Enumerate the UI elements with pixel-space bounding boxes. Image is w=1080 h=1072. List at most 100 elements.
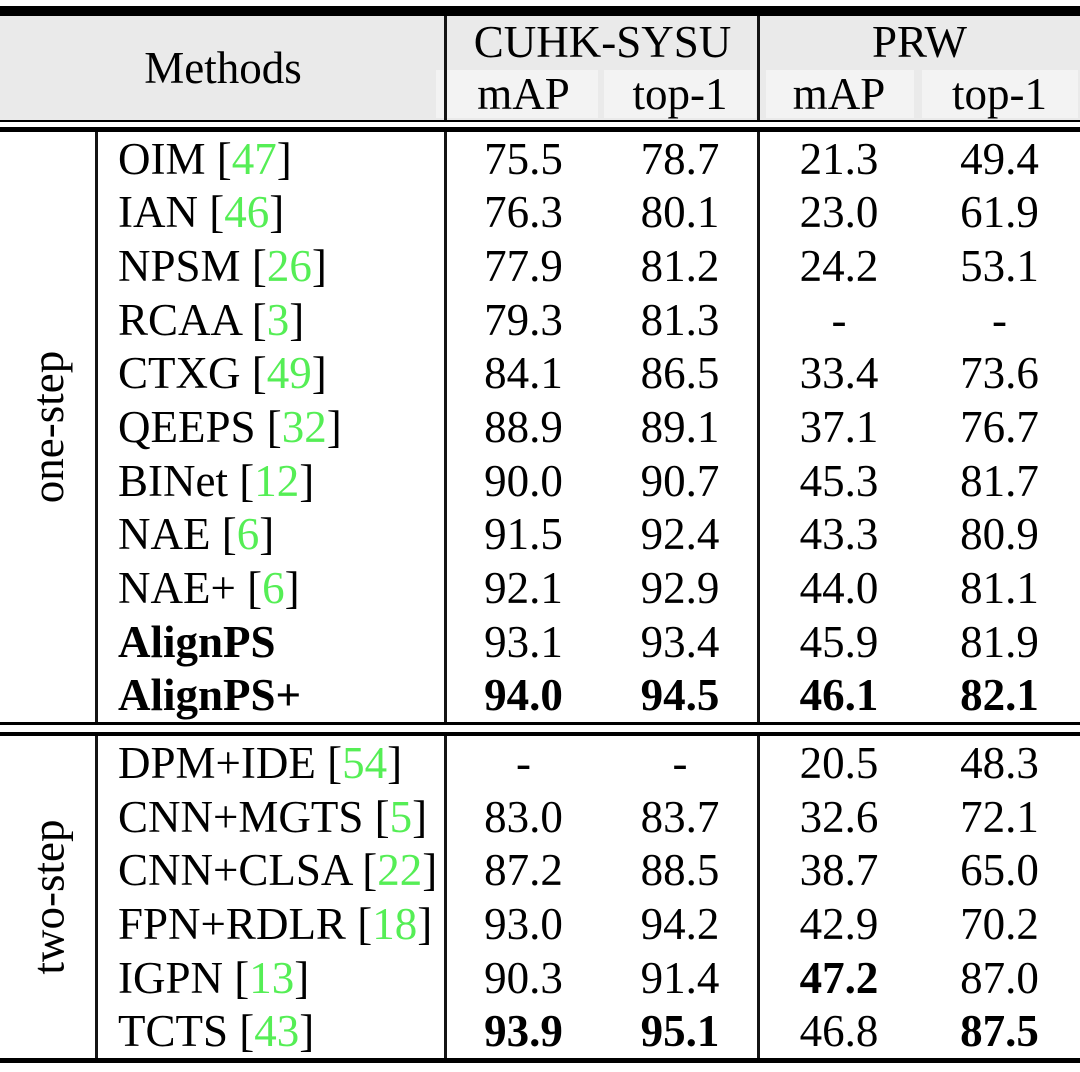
value-cell: 45.9 [799,616,879,667]
method-cell: TCTS [43] [96,1005,446,1057]
value-cell: 87.2 [484,845,563,896]
table-row: AlignPS 93.1 93.4 45.9 81.9 [0,615,1080,669]
value-cell: 95.1 [640,1006,720,1057]
value-cell: 93.4 [640,616,720,667]
method-cell: AlignPS+ [96,669,446,721]
citation-number: 26 [266,241,312,292]
value-cell: 72.1 [960,791,1039,842]
value-cell: 79.3 [484,294,563,345]
section-separator-rule [0,732,1080,736]
value-cell: - [992,294,1007,345]
value-cell: 81.7 [960,455,1039,506]
section-two-step: two-step DPM+IDE [54] - -20.5 48.3 CNN+MGTS … [0,736,1080,1058]
value-cell: 37.1 [799,402,879,453]
value-cell: - [672,737,688,788]
citation: [26] [251,241,327,292]
value-cell: 90.0 [484,455,563,506]
citation: [18] [357,898,433,949]
value-cell: 93.0 [484,898,563,949]
value-cell: 76.3 [484,187,563,238]
table-row: RCAA [3] 79.3 81.3 - - [0,293,1080,347]
value-cell: 93.1 [484,616,563,667]
method-name: CNN+MGTS [118,791,364,842]
value-cell: 93.9 [484,1006,563,1057]
value-cell: 91.5 [484,509,563,560]
value-cell: 82.1 [960,670,1039,721]
method-name: NAE [118,509,211,560]
value-cell: 94.0 [484,670,563,721]
value-cell: 43.3 [799,509,879,560]
col-header-cuhk-top1: top-1 [632,69,728,119]
value-cell: 42.9 [799,898,879,949]
table-row: CNN+CLSA [22] 87.2 88.5 38.7 65.0 [0,843,1080,897]
value-cell: 78.7 [640,133,720,184]
value-cell: 90.7 [640,455,720,506]
method-cell: AlignPS [96,616,446,668]
citation: [22] [362,845,438,896]
value-cell: 20.5 [799,737,879,788]
citation-number: 32 [281,402,327,453]
citation: [12] [239,455,315,506]
table-row: NAE [6] 91.5 92.4 43.3 80.9 [0,507,1080,561]
citation-number: 46 [224,187,270,238]
citation: [43] [239,1006,315,1057]
value-cell: 88.9 [484,402,563,453]
method-name: CNN+CLSA [118,845,351,896]
value-cell: 38.7 [799,845,879,896]
top-rule [0,6,1080,16]
value-cell: 76.7 [960,402,1039,453]
method-cell: CNN+MGTS [5] [96,791,446,843]
value-cell: 44.0 [799,562,879,613]
value-cell: 46.1 [799,670,879,721]
value-cell: 81.1 [960,562,1039,613]
value-cell: 53.1 [960,241,1039,292]
col-header-prw-top1: top-1 [952,69,1047,119]
method-cell: DPM+IDE [54] [96,737,446,789]
section-divider [95,132,98,722]
method-cell: BINet [12] [96,455,446,507]
value-cell: 84.1 [484,348,563,399]
header-divider [444,16,447,120]
value-cell: 89.1 [640,402,720,453]
value-cell: 21.3 [799,133,879,184]
table-row: CNN+MGTS [5] 83.0 83.7 32.6 72.1 [0,790,1080,844]
section-separator-rule [0,722,1080,725]
method-cell: CTXG [49] [96,347,446,399]
dataset-header-cuhk-sysu: CUHK-SYSU [473,17,732,67]
col-header-prw-map: mAP [792,69,886,119]
value-cell: 81.3 [640,294,720,345]
method-name: OIM [118,133,206,184]
method-cell: NPSM [26] [96,240,446,292]
value-cell: 94.2 [640,898,720,949]
method-name: DPM+IDE [118,737,316,788]
value-cell: 47.2 [799,952,879,1003]
method-cell: CNN+CLSA [22] [96,844,446,896]
method-name: IAN [118,187,198,238]
citation: [49] [251,348,327,399]
value-cell: 88.5 [640,845,720,896]
value-cell: 92.4 [640,509,720,560]
citation: [5] [374,791,428,842]
method-cell: QEEPS [32] [96,401,446,453]
value-cell: - [516,737,531,788]
table-row: DPM+IDE [54] - - 20.5 48.3 [0,736,1080,790]
method-cell: RCAA [3] [96,294,446,346]
method-name: RCAA [118,294,241,345]
citation-number: 5 [389,791,413,842]
bottom-rule [0,1058,1080,1063]
value-cell: 91.4 [640,952,720,1003]
value-cell: 24.2 [799,241,879,292]
value-cell: 87.0 [960,952,1039,1003]
method-name: CTXG [118,348,241,399]
method-cell: IAN [46] [96,186,446,238]
value-cell: 80.9 [960,509,1039,560]
value-cell: 70.2 [960,898,1039,949]
method-name: NPSM [118,241,241,292]
citation-number: 12 [254,455,300,506]
method-cell: OIM [47] [96,133,446,185]
citation: [6] [247,562,300,613]
methods-header: Methods [144,43,302,93]
citation: [46] [209,187,285,238]
citation-number: 13 [249,952,295,1003]
method-cell: NAE+ [6] [96,562,446,614]
